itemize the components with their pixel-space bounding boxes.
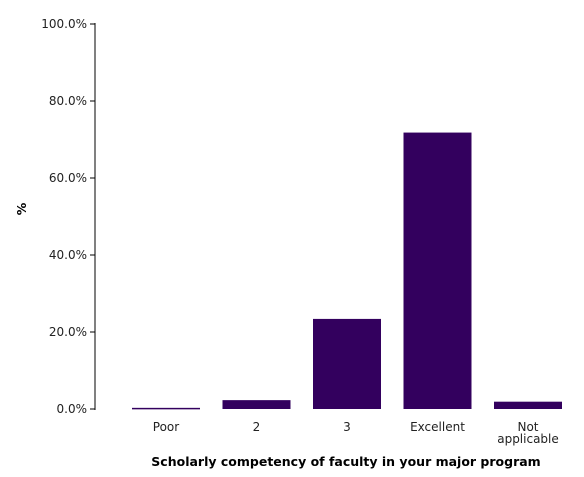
y-tick-label: 0.0% [57, 402, 88, 416]
x-category-label: Excellent [410, 420, 465, 434]
y-axis-title: % [14, 202, 29, 215]
x-category-label: Not applicable [497, 420, 559, 446]
y-tick-label: 20.0% [49, 325, 87, 339]
bars-group [132, 132, 562, 410]
x-category-label: 2 [253, 420, 261, 434]
bar [494, 401, 562, 409]
bar [403, 132, 472, 409]
y-axis-ticks: 0.0% 20.0% 40.0% 60.0% 80.0% 100.0% [41, 17, 95, 416]
x-axis-title: Scholarly competency of faculty in your … [151, 454, 540, 469]
y-tick-label: 40.0% [49, 248, 87, 262]
y-tick-label: 60.0% [49, 171, 87, 185]
bar [313, 318, 381, 409]
bar [222, 400, 291, 409]
x-category-label: Poor [153, 420, 179, 434]
x-category-label: 3 [343, 420, 351, 434]
bar [132, 407, 200, 410]
x-axis-category-labels: Poor 2 3 Excellent Not applicable [153, 420, 559, 446]
y-tick-label: 100.0% [41, 17, 87, 31]
y-tick-label: 80.0% [49, 94, 87, 108]
